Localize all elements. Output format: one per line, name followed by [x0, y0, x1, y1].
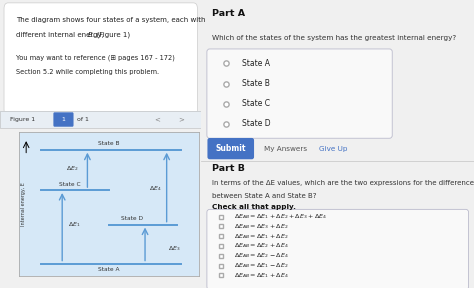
Text: Internal energy, E: Internal energy, E [21, 183, 26, 226]
FancyBboxPatch shape [207, 49, 392, 138]
FancyBboxPatch shape [208, 138, 254, 159]
Text: The diagram shows four states of a system, each with: The diagram shows four states of a syste… [16, 17, 206, 23]
Text: State C: State C [59, 182, 80, 187]
FancyBboxPatch shape [207, 209, 468, 288]
Text: In terms of the ΔE values, which are the two expressions for the difference in i: In terms of the ΔE values, which are the… [212, 180, 474, 186]
Text: $\Delta E_{AB} = \Delta E_2 - \Delta E_4$: $\Delta E_{AB} = \Delta E_2 - \Delta E_4… [234, 251, 289, 260]
Text: between State A and State B?: between State A and State B? [212, 193, 317, 199]
Text: $\Delta E_{AB} = \Delta E_1 + \Delta E_2 + \Delta E_3 + \Delta E_4$: $\Delta E_{AB} = \Delta E_1 + \Delta E_2… [234, 212, 327, 221]
Text: $\Delta E_3$: $\Delta E_3$ [168, 245, 181, 253]
Text: $\Delta E_{AB} = \Delta E_1 + \Delta E_2$: $\Delta E_{AB} = \Delta E_1 + \Delta E_2… [234, 232, 289, 240]
Text: My Answers: My Answers [264, 146, 307, 151]
Text: You may want to reference (⊞ pages 167 - 172): You may want to reference (⊞ pages 167 -… [16, 55, 175, 61]
Text: $\Delta E_2$: $\Delta E_2$ [66, 164, 78, 173]
Text: State D: State D [242, 119, 271, 128]
Text: State A: State A [98, 267, 120, 272]
Text: >: > [178, 117, 184, 122]
Text: Part A: Part A [212, 9, 246, 18]
Text: Which of the states of the system has the greatest internal energy?: Which of the states of the system has th… [212, 35, 456, 41]
Text: $\Delta E_{AB} = \Delta E_1 + \Delta E_4$: $\Delta E_{AB} = \Delta E_1 + \Delta E_4… [234, 271, 289, 280]
Text: $\Delta E_{AB} = \Delta E_1 - \Delta E_2$: $\Delta E_{AB} = \Delta E_1 - \Delta E_2… [234, 261, 289, 270]
Text: $\Delta E_4$: $\Delta E_4$ [149, 184, 161, 193]
Text: State B: State B [98, 141, 120, 146]
Text: Figure 1: Figure 1 [10, 117, 35, 122]
Text: Section 5.2 while completing this problem.: Section 5.2 while completing this proble… [16, 69, 159, 75]
Text: State D: State D [121, 216, 144, 221]
Text: Check all that apply.: Check all that apply. [212, 204, 296, 211]
Text: State A: State A [242, 59, 270, 68]
Text: Part B: Part B [212, 164, 245, 173]
Text: Submit: Submit [216, 144, 246, 153]
Text: of 1: of 1 [76, 117, 89, 122]
Text: 1: 1 [62, 117, 65, 122]
Text: State C: State C [242, 99, 270, 108]
FancyBboxPatch shape [54, 112, 73, 127]
Text: State B: State B [242, 79, 270, 88]
Bar [0, 111, 201, 128]
Text: . (Figure 1): . (Figure 1) [92, 32, 130, 38]
FancyBboxPatch shape [0, 111, 201, 128]
FancyBboxPatch shape [4, 3, 197, 115]
Text: $\Delta E_1$: $\Delta E_1$ [68, 220, 80, 229]
Text: $\Delta E_{AB} = \Delta E_2 + \Delta E_4$: $\Delta E_{AB} = \Delta E_2 + \Delta E_4… [234, 242, 289, 250]
Text: $\Delta E_{AB} = \Delta E_3 + \Delta E_2$: $\Delta E_{AB} = \Delta E_3 + \Delta E_2… [234, 222, 289, 231]
Text: E: E [88, 32, 92, 38]
Text: different internal energy,: different internal energy, [16, 32, 106, 38]
Text: Give Up: Give Up [319, 146, 347, 151]
Text: <: < [154, 117, 160, 122]
